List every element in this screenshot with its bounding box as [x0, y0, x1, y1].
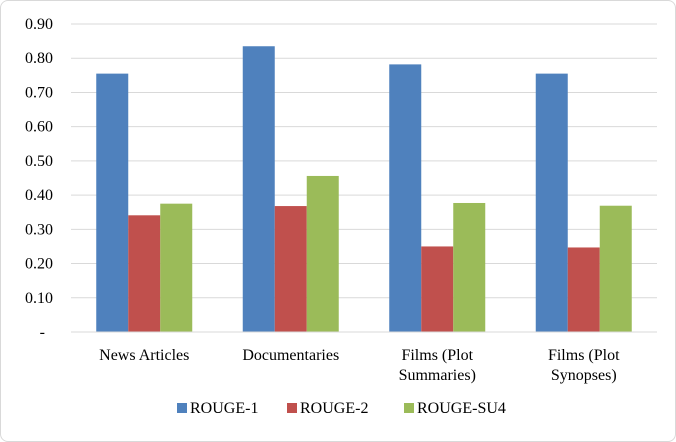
bar-rouge-2-0 [128, 215, 161, 332]
bar-rouge-1-2 [389, 64, 422, 333]
bar-rouge-1-3 [535, 73, 568, 332]
x-category-label: Documentaries [242, 347, 339, 364]
y-tick-label: 0.20 [25, 256, 53, 273]
bar-rouge-su4-2 [453, 202, 486, 332]
bar-rouge-1-0 [96, 73, 129, 332]
bar-rouge-2-3 [567, 247, 600, 332]
x-category-label: Films (Plot Synopses) [548, 347, 620, 384]
y-tick-label: - [40, 324, 45, 341]
y-tick-label: 0.10 [25, 290, 53, 307]
bar-rouge-su4-3 [599, 205, 632, 332]
y-tick-label: 0.40 [25, 187, 53, 204]
legend-swatch [177, 403, 187, 413]
legend: ROUGE-1 ROUGE-2 ROUGE-SU4 [177, 400, 506, 417]
bar-rouge-2-1 [274, 206, 307, 332]
bar-rouge-2-2 [421, 246, 454, 332]
legend-swatch [287, 403, 297, 413]
bar-rouge-1-1 [242, 46, 275, 332]
y-tick-label: 0.70 [25, 84, 53, 101]
y-tick-label: 0.30 [25, 221, 53, 238]
legend-label: ROUGE-2 [300, 400, 368, 417]
bar-rouge-su4-0 [160, 203, 193, 332]
legend-swatch [404, 403, 414, 413]
bar-rouge-su4-1 [306, 175, 339, 332]
x-axis-category-labels: News Articles Documentaries Films (Plot Sum… [99, 347, 620, 384]
y-axis-tick-labels: - 0.10 0.20 0.30 0.40 0.50 0.60 0.70 0.80 0.90 [25, 16, 53, 341]
x-category-label: Films (Plot Summaries) [399, 347, 476, 384]
y-tick-label: 0.90 [25, 16, 53, 33]
legend-label: ROUGE-1 [190, 400, 258, 417]
y-tick-label: 0.50 [25, 153, 53, 170]
x-category-label: News Articles [99, 347, 189, 364]
y-tick-label: 0.80 [25, 50, 53, 67]
bars [96, 46, 632, 333]
legend-label: ROUGE-SU4 [417, 400, 506, 417]
y-tick-label: 0.60 [25, 119, 53, 136]
